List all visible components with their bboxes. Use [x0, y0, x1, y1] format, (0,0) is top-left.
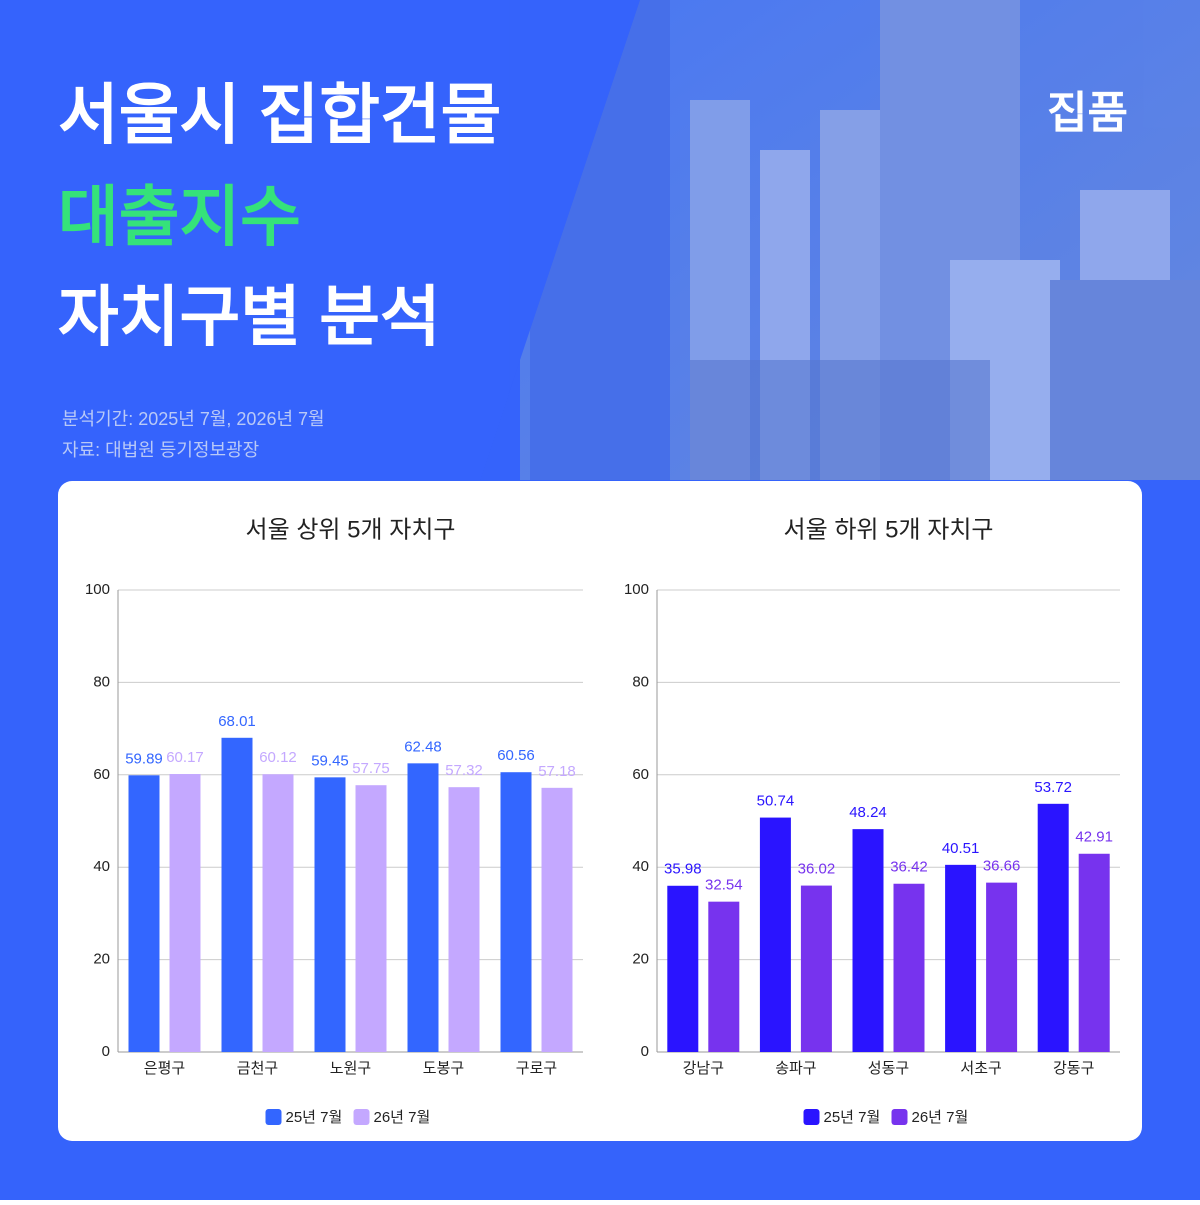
- legend-label: 25년 7월: [286, 1109, 343, 1126]
- title-highlight: 대출지수: [58, 179, 301, 253]
- legend-label: 26년 7월: [912, 1109, 969, 1126]
- legend-label: 25년 7월: [824, 1109, 881, 1126]
- data-label: 42.91: [1075, 829, 1113, 846]
- bar: [708, 901, 740, 1052]
- bar: [169, 774, 201, 1052]
- bar: [1078, 853, 1110, 1052]
- data-label: 36.02: [798, 861, 836, 878]
- bar: [500, 772, 532, 1052]
- y-tick-label: 0: [102, 1043, 110, 1060]
- legend-label: 26년 7월: [374, 1109, 431, 1126]
- x-tick-label: 송파구: [775, 1060, 816, 1077]
- legend-swatch: [353, 1109, 370, 1125]
- y-tick-label: 100: [624, 581, 649, 598]
- y-tick-label: 40: [632, 858, 649, 875]
- x-tick-label: 금천구: [237, 1060, 278, 1077]
- y-tick-label: 20: [632, 951, 649, 968]
- bar: [541, 787, 573, 1052]
- data-label: 60.12: [259, 749, 297, 766]
- bar: [852, 829, 884, 1052]
- legend-swatch: [891, 1109, 908, 1125]
- legend-swatch: [803, 1109, 820, 1125]
- y-tick-label: 60: [632, 766, 649, 783]
- x-tick-label: 서초구: [960, 1060, 1001, 1077]
- chart-title: 서울 상위 5개 자치구: [246, 516, 456, 543]
- bar: [986, 882, 1018, 1052]
- data-label: 59.45: [311, 752, 349, 769]
- bar: [759, 817, 791, 1052]
- bar: [945, 864, 977, 1052]
- data-label: 57.32: [445, 762, 483, 779]
- x-tick-label: 강동구: [1053, 1060, 1094, 1077]
- y-tick-label: 0: [641, 1043, 649, 1060]
- bar: [407, 763, 439, 1052]
- data-label: 36.42: [890, 859, 928, 876]
- data-label: 32.54: [705, 877, 743, 894]
- data-label: 35.98: [664, 861, 702, 878]
- data-label: 40.51: [942, 840, 980, 857]
- data-label: 59.89: [125, 750, 163, 767]
- city-photo: [0, 0, 1200, 480]
- x-tick-label: 은평구: [144, 1060, 185, 1077]
- data-label: 36.66: [983, 858, 1021, 875]
- y-tick-label: 100: [85, 581, 110, 598]
- y-tick-label: 80: [93, 673, 110, 690]
- x-tick-label: 구로구: [516, 1060, 557, 1077]
- bar: [262, 774, 294, 1052]
- brand: 집품: [1047, 89, 1128, 138]
- bar: [221, 737, 253, 1052]
- chart-title: 서울 하위 5개 자치구: [784, 516, 994, 543]
- bar: [1037, 803, 1069, 1052]
- bar: [355, 785, 387, 1052]
- x-tick-label: 성동구: [868, 1060, 909, 1077]
- data-label: 60.17: [166, 749, 204, 766]
- data-label: 53.72: [1034, 779, 1072, 796]
- legend-swatch: [265, 1109, 282, 1125]
- title-line: 서울시 집합건물: [58, 77, 501, 151]
- data-label: 68.01: [218, 713, 256, 730]
- title-line: 자치구별 분석: [58, 279, 441, 353]
- y-tick-label: 80: [632, 673, 649, 690]
- y-tick-label: 20: [93, 951, 110, 968]
- data-label: 57.18: [538, 763, 576, 780]
- period: 분석기간: 2025년 7월, 2026년 7월: [62, 409, 325, 429]
- bar: [448, 787, 480, 1052]
- bar: [128, 775, 160, 1052]
- data-label: 57.75: [352, 760, 390, 777]
- bar: [314, 777, 346, 1052]
- y-tick-label: 60: [93, 766, 110, 783]
- data-label: 62.48: [404, 738, 442, 755]
- source: 자료: 대법원 등기정보광장: [62, 440, 259, 460]
- bar: [893, 883, 925, 1052]
- x-tick-label: 도봉구: [423, 1060, 464, 1077]
- data-label: 50.74: [757, 793, 795, 810]
- bar: [800, 885, 832, 1052]
- x-tick-label: 노원구: [330, 1060, 371, 1077]
- bar: [667, 885, 699, 1052]
- data-label: 60.56: [497, 747, 535, 764]
- x-tick-label: 강남구: [683, 1060, 724, 1077]
- y-tick-label: 40: [93, 858, 110, 875]
- chart-card: [58, 481, 1142, 1141]
- data-label: 48.24: [849, 804, 887, 821]
